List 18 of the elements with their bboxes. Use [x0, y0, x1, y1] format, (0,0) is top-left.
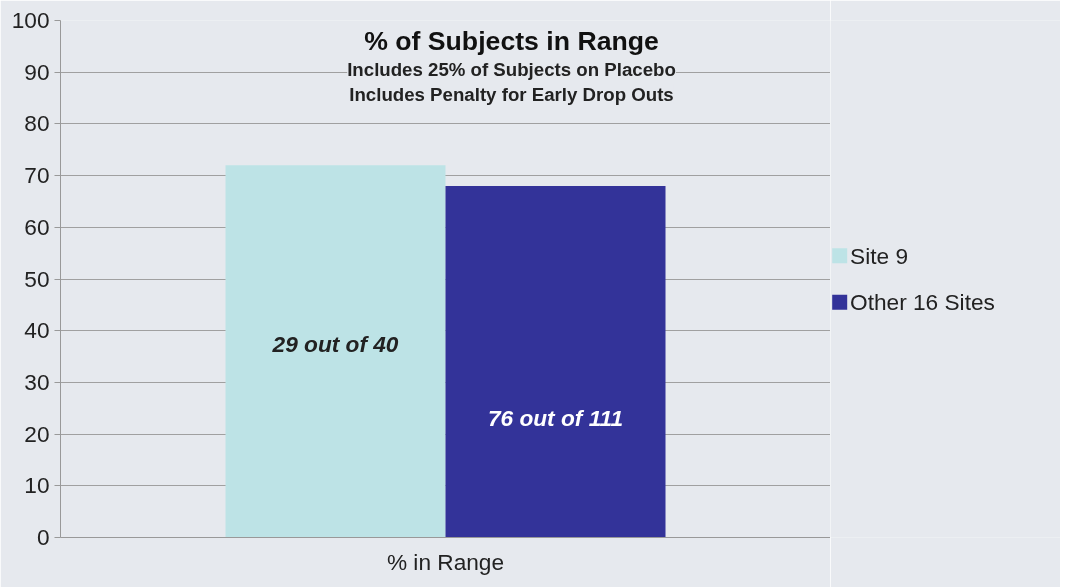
y-tick-label: 60	[24, 213, 50, 240]
text: Includes 25% of Subjects on Placebo Includes Penalty for Early Drop Outs	[347, 59, 676, 105]
y-tick-label: 50	[24, 265, 50, 292]
legend-label: Other 16 Sites	[850, 289, 995, 316]
annotation: 76 out of 111	[487, 404, 624, 431]
annotation: 29 out of 40	[271, 330, 399, 357]
y-tick-label: 10	[24, 472, 50, 499]
y-tick-label: 20	[24, 420, 50, 447]
y-tick-label: 90	[24, 58, 50, 85]
y-tick-label: 70	[24, 162, 50, 189]
y-tick-label: 80	[24, 110, 50, 137]
y-tick-label: 100	[11, 7, 50, 33]
chart-title: % of Subjects in Range	[364, 25, 659, 56]
x-tick-label: % in Range	[386, 548, 505, 575]
y-tick-label: 40	[24, 317, 50, 344]
y-tick-label: 0	[36, 524, 50, 550]
y-tick-label: 30	[24, 368, 50, 395]
legend-label: Site 9	[850, 242, 908, 269]
